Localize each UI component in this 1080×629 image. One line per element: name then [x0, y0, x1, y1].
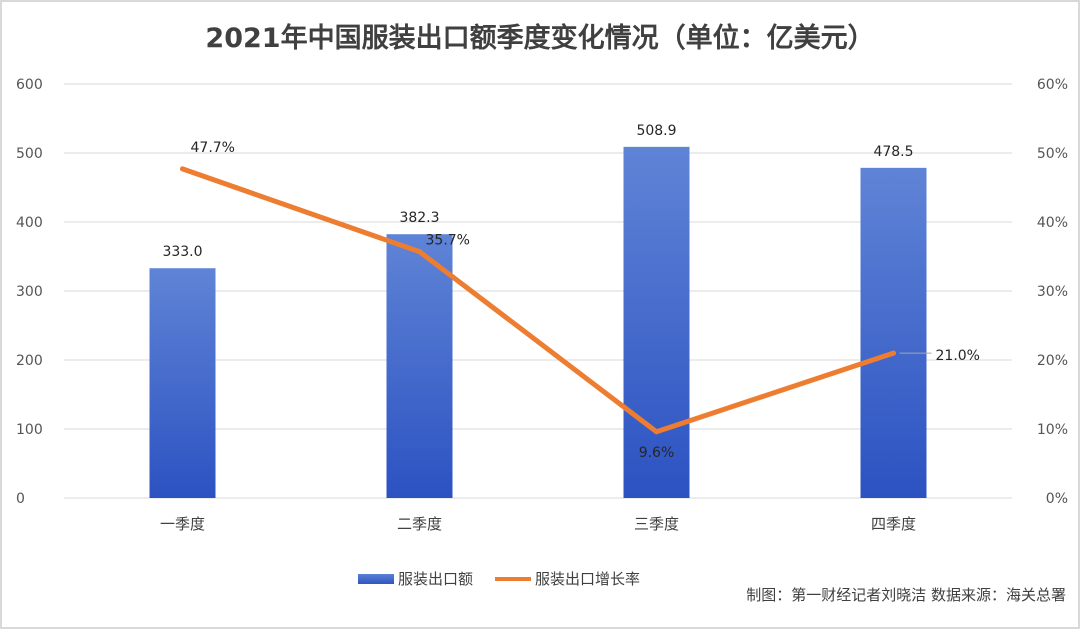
growth-rate-point [417, 249, 422, 255]
bar-value-label: 333.0 [162, 244, 202, 260]
bar [386, 234, 453, 498]
x-category-label: 二季度 [397, 515, 442, 533]
y-tick-label-right: 20% [1037, 353, 1068, 369]
y-tick-label-left: 600 [16, 77, 43, 93]
bar-value-label: 478.5 [873, 144, 913, 160]
bar [623, 146, 690, 498]
line-value-label: 47.7% [191, 140, 235, 156]
bar [149, 268, 216, 498]
y-tick-label-right: 40% [1037, 215, 1068, 231]
y-tick-label-right: 0% [1046, 491, 1068, 507]
growth-rate-point [891, 350, 896, 356]
x-category-label: 三季度 [634, 515, 679, 533]
line-value-label: 35.7% [426, 233, 470, 249]
y-tick-label-left: 0 [16, 491, 25, 507]
y-tick-label-right: 50% [1037, 146, 1068, 162]
line-value-label: 21.0% [936, 348, 980, 364]
x-category-label: 一季度 [160, 515, 205, 533]
legend-bar-swatch [358, 573, 394, 584]
line-value-label: 9.6% [639, 445, 675, 461]
legend-item-line: 服装出口增长率 [535, 570, 641, 588]
y-tick-label-right: 10% [1037, 422, 1068, 438]
chart-canvas: 0 0% 100 10% 200 20% 300 30% 400 40% 500 50% 600 60% 3… [16, 77, 1068, 533]
growth-rate-point [180, 166, 185, 172]
growth-rate-line [180, 166, 896, 435]
bar-value-label: 508.9 [636, 123, 676, 139]
chart-title: 2021年中国服装出口额季度变化情况（单位：亿美元） [205, 23, 875, 54]
y-tick-label-right: 30% [1037, 284, 1068, 300]
y-tick-label-left: 200 [16, 353, 43, 369]
y-tick-label-left: 400 [16, 215, 43, 231]
x-category-label: 四季度 [871, 515, 916, 533]
growth-rate-point [654, 429, 659, 435]
bar [860, 167, 927, 498]
legend-item-bar: 服装出口额 [398, 570, 474, 588]
y-tick-label-right: 60% [1037, 77, 1068, 93]
legend-line-swatch [495, 576, 532, 581]
y-tick-label-left: 300 [16, 284, 43, 300]
y-tick-label-left: 100 [16, 422, 43, 438]
bar-value-label: 382.3 [399, 210, 439, 226]
source-note: 制图：第一财经记者刘晓洁 数据来源：海关总署 [746, 586, 1066, 604]
chart-legend: 服装出口额 服装出口增长率 [358, 568, 640, 589]
y-tick-label-left: 500 [16, 146, 43, 162]
